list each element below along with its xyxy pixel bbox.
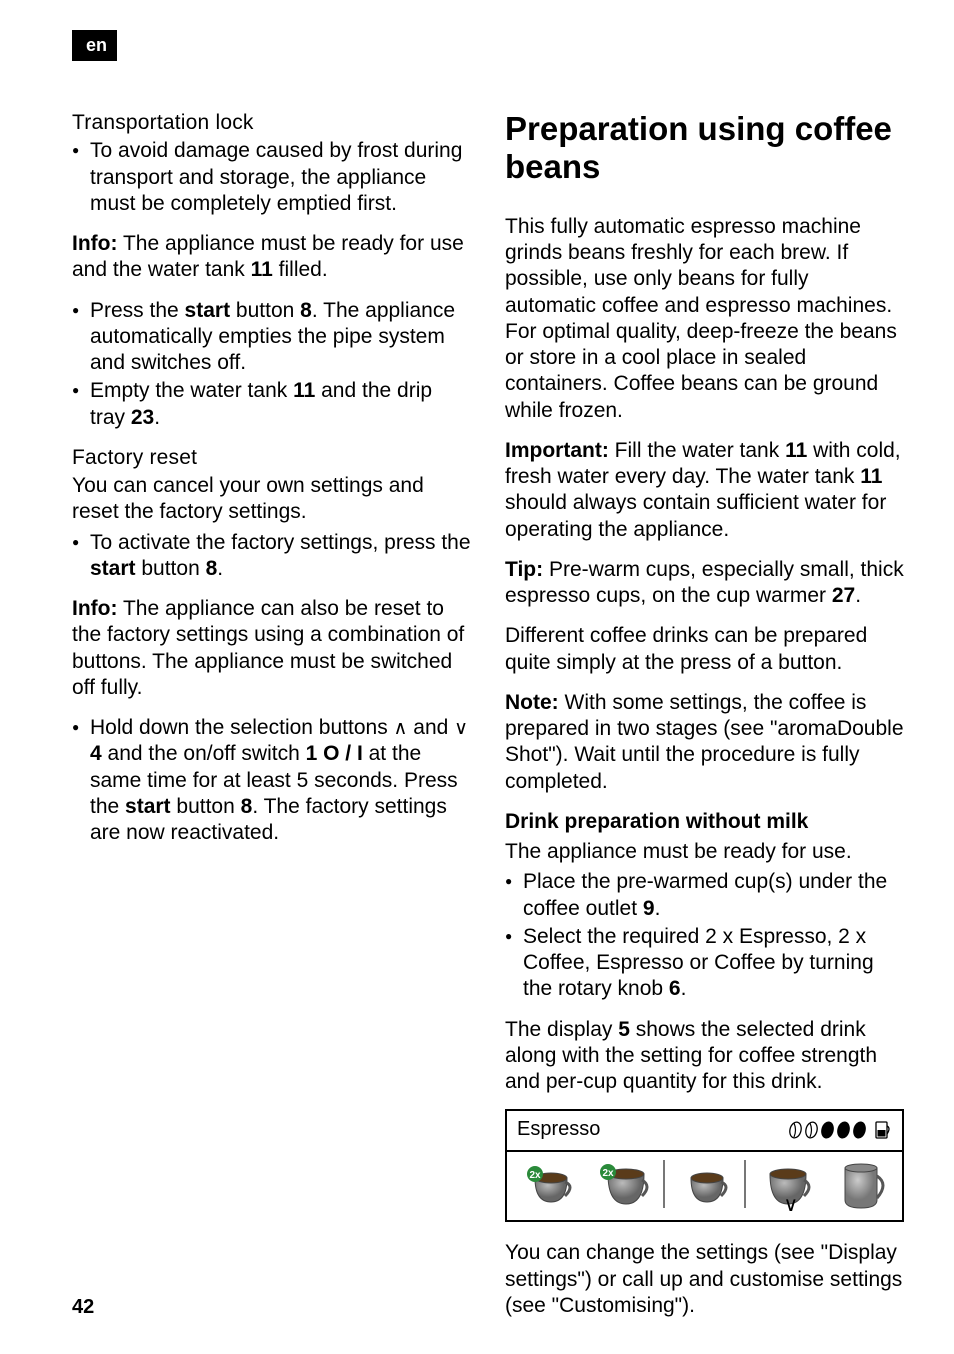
bean-icon <box>788 1121 803 1139</box>
display-preview: Espresso <box>505 1109 904 1222</box>
subsection-heading: Drink preparation without milk <box>505 809 904 835</box>
paragraph: The appliance must be ready for use. <box>505 839 904 865</box>
selection-arrow-icon: ∨ <box>784 1193 799 1218</box>
tip-paragraph: Tip: Pre-warm cups, especially small, th… <box>505 557 904 610</box>
drink-option-2x-espresso: 2x <box>513 1158 584 1214</box>
svg-text:2x: 2x <box>529 1170 541 1181</box>
bullet: Place the pre-warmed cup(s) under the co… <box>505 869 904 922</box>
right-column: Preparation using coffee beans This full… <box>505 110 904 1333</box>
bean-icon <box>804 1121 819 1139</box>
bullet: To avoid damage caused by frost during t… <box>72 138 471 217</box>
info-paragraph: Info: The appliance can also be reset to… <box>72 596 471 701</box>
bean-icon <box>852 1121 867 1139</box>
paragraph: You can change the settings (see "Displa… <box>505 1240 904 1319</box>
paragraph: Different coffee drinks can be prepared … <box>505 623 904 676</box>
bullet: Hold down the selection buttons ∧ and ∨ … <box>72 715 471 846</box>
bean-icon <box>820 1121 835 1139</box>
strength-indicator <box>788 1120 892 1140</box>
left-column: Transportation lock To avoid damage caus… <box>72 110 471 1333</box>
drink-option-espresso <box>669 1158 740 1214</box>
subhead-transport-lock: Transportation lock <box>72 110 471 136</box>
paragraph: You can cancel your own settings and res… <box>72 473 471 526</box>
svg-text:2x: 2x <box>602 1168 614 1179</box>
display-drink-label: Espresso <box>517 1117 600 1142</box>
important-paragraph: Important: Fill the water tank 11 with c… <box>505 438 904 543</box>
bullet: To activate the factory settings, press … <box>72 530 471 583</box>
section-heading: Preparation using coffee beans <box>505 110 904 186</box>
bullet: Select the required 2 x Espresso, 2 x Co… <box>505 924 904 1003</box>
subhead-factory-reset: Factory reset <box>72 445 471 471</box>
drink-option-large <box>825 1158 896 1216</box>
info-paragraph: Info: The appliance must be ready for us… <box>72 231 471 284</box>
paragraph: This fully automatic espresso machine gr… <box>505 214 904 424</box>
note-paragraph: Note: With some settings, the coffee is … <box>505 690 904 795</box>
bullet: Empty the water tank 11 and the drip tra… <box>72 378 471 431</box>
cup-size-icon <box>874 1120 892 1140</box>
drink-option-2x-coffee: 2x <box>588 1158 659 1214</box>
up-arrow-icon: ∧ <box>394 718 408 739</box>
paragraph: The display 5 shows the selected drink a… <box>505 1017 904 1096</box>
language-tab: en <box>72 30 117 61</box>
down-arrow-icon: ∨ <box>454 718 468 739</box>
page-number: 42 <box>72 1295 94 1320</box>
bullet: Press the start button 8. The appliance … <box>72 298 471 377</box>
bean-icon <box>836 1121 851 1139</box>
